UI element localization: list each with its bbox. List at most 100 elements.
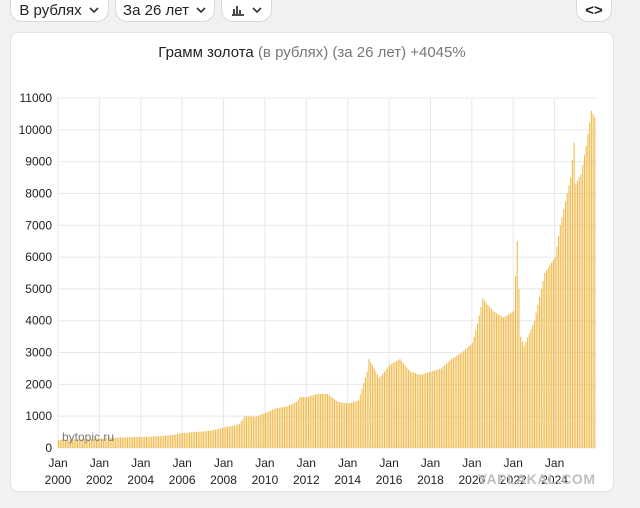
bar (82, 438, 84, 448)
bar (485, 302, 487, 448)
bar (392, 363, 394, 448)
bar (95, 438, 98, 448)
bar (254, 416, 256, 448)
bar (495, 313, 498, 448)
bar (556, 246, 558, 448)
bar (428, 372, 430, 448)
period-dropdown[interactable]: За 26 лет (115, 0, 215, 22)
bar (192, 432, 194, 448)
bar (71, 439, 73, 448)
bar (559, 225, 561, 448)
bar (494, 312, 496, 448)
y-tick-label: 1000 (25, 409, 52, 423)
bar (554, 257, 556, 448)
bar (206, 431, 208, 448)
x-tick-label: 2024 (541, 473, 568, 487)
x-tick-label: 2000 (45, 473, 72, 487)
bar (270, 410, 272, 448)
bar (468, 346, 470, 448)
bar (454, 356, 456, 448)
bar (83, 438, 85, 448)
bar (292, 403, 294, 448)
bar (414, 373, 417, 448)
bar (502, 317, 504, 448)
embed-code-button[interactable]: <> (576, 0, 612, 22)
bar (418, 374, 420, 448)
bar (359, 394, 361, 448)
bar (208, 430, 210, 448)
bar (480, 306, 482, 448)
bar (470, 344, 472, 448)
bar (275, 408, 277, 448)
bar (330, 396, 332, 448)
bar (544, 273, 546, 448)
bar (159, 436, 161, 448)
bar (304, 397, 306, 448)
bar (568, 185, 570, 448)
bar (214, 429, 216, 448)
bar (299, 397, 301, 448)
bar (389, 365, 391, 448)
x-tick-label: 2010 (252, 473, 279, 487)
chevron-down-icon (251, 7, 262, 14)
x-tick-label: 2016 (376, 473, 403, 487)
bar (585, 145, 587, 448)
bar (139, 436, 141, 448)
x-tick-label: Jan (462, 456, 481, 470)
bar (166, 435, 168, 448)
bar (366, 371, 368, 448)
bar (116, 437, 118, 448)
bar (492, 311, 494, 448)
bar (564, 201, 567, 448)
bar (318, 393, 320, 448)
bar (161, 435, 163, 448)
bar (371, 365, 373, 448)
bar (537, 304, 539, 448)
bar (397, 359, 399, 448)
bar (573, 142, 575, 448)
bar (226, 426, 229, 448)
bar (528, 333, 530, 448)
bar (323, 393, 325, 448)
x-tick-label: Jan (90, 456, 109, 470)
bar (406, 367, 408, 448)
bar (370, 362, 372, 448)
bar (92, 438, 94, 448)
bar (490, 309, 492, 448)
bar (266, 412, 268, 448)
bar (404, 365, 406, 448)
bar (75, 439, 77, 448)
bar (230, 426, 232, 448)
bar (232, 425, 234, 448)
x-tick-label: 2008 (210, 473, 237, 487)
bar (333, 399, 335, 448)
bar (126, 437, 129, 448)
bar (466, 347, 468, 448)
bar (90, 438, 92, 448)
bar (401, 361, 403, 448)
x-tick-label: Jan (379, 456, 398, 470)
y-tick-label: 9000 (25, 155, 52, 169)
y-tick-label: 6000 (25, 250, 52, 264)
bar (259, 414, 261, 448)
period-dropdown-label: За 26 лет (123, 1, 189, 19)
bar (435, 370, 437, 448)
bar (561, 217, 563, 448)
bar (152, 436, 154, 448)
bar (68, 439, 70, 448)
bar-chart-icon (231, 6, 244, 16)
bar (64, 439, 66, 448)
y-tick-label: 10000 (19, 123, 53, 137)
x-tick-label: Jan (255, 456, 274, 470)
bar (532, 324, 534, 448)
bar (563, 209, 565, 448)
bar (178, 433, 180, 448)
bar (530, 329, 532, 448)
bar (339, 402, 341, 448)
currency-dropdown[interactable]: В рублях (10, 0, 109, 22)
bar (409, 371, 411, 448)
bar (218, 428, 220, 448)
bar (506, 315, 508, 448)
chart-type-dropdown[interactable] (221, 0, 272, 22)
bar (328, 395, 330, 448)
